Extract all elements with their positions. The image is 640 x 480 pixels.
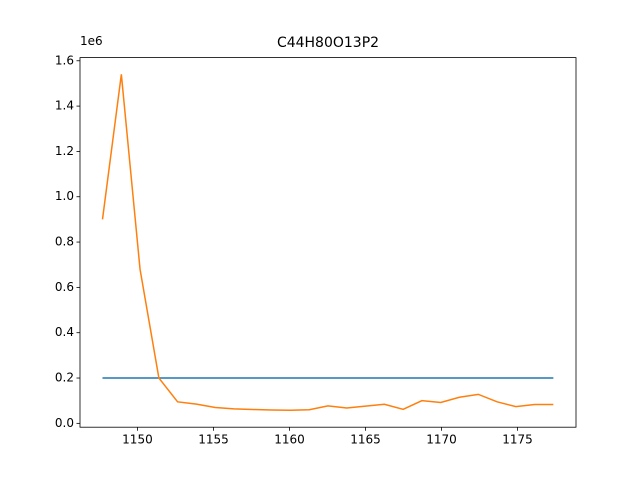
x-tick-label: 1170 <box>426 433 457 447</box>
y-tick-label: 0.4 <box>55 325 74 339</box>
y-tick-label: 0.6 <box>55 280 74 294</box>
data-line <box>101 74 554 411</box>
x-tick-label: 1160 <box>274 433 305 447</box>
x-tick-label: 1165 <box>350 433 381 447</box>
x-tick-label: 1150 <box>122 433 153 447</box>
y-tick-label: 0.8 <box>55 235 74 249</box>
x-tick-label: 1175 <box>502 433 533 447</box>
y-tick-label: 0.0 <box>55 416 74 430</box>
y-tick-label: 1.0 <box>55 189 74 203</box>
x-tick-label: 1155 <box>198 433 229 447</box>
y-tick-label: 1.4 <box>55 99 74 113</box>
y-tick-label: 0.2 <box>55 371 74 385</box>
y-offset-label: 1e6 <box>80 34 103 48</box>
y-tick-label: 1.2 <box>55 144 74 158</box>
y-tick-label: 1.6 <box>55 53 74 67</box>
plot-frame <box>79 57 577 428</box>
chart-title: C44H80O13P2 <box>277 35 379 51</box>
